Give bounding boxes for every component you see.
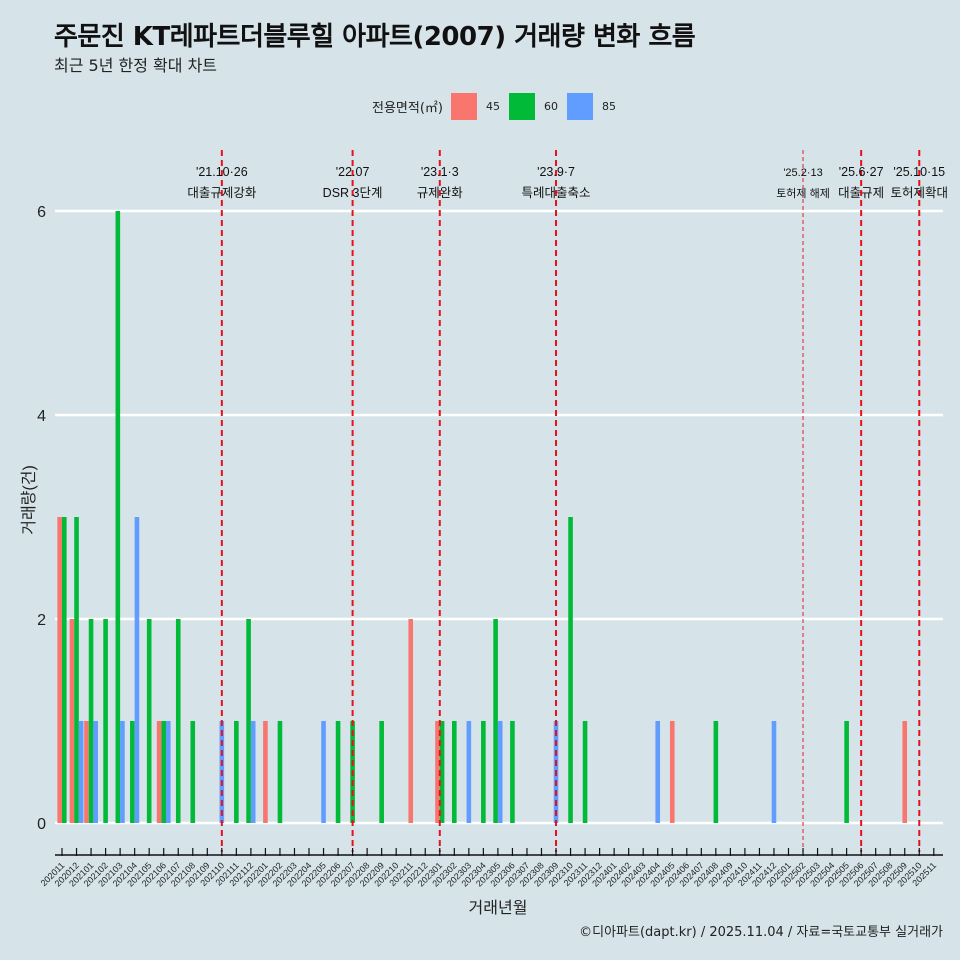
- legend-key-45: [450, 93, 477, 120]
- bar-60-202108: [190, 721, 196, 823]
- bar-45-202301: [435, 721, 440, 823]
- bar-85-202104: [134, 517, 140, 823]
- event-date: '23.9·7: [537, 165, 575, 179]
- bar-60-202311: [582, 721, 588, 823]
- bar-85-202101: [93, 721, 98, 823]
- event-label: 특례대출축소: [522, 186, 591, 200]
- bar-60-202111: [234, 721, 239, 823]
- bar-60-202304: [481, 721, 486, 823]
- event-date: '23.1·3: [421, 165, 459, 179]
- event-label: 대출규제: [838, 186, 884, 200]
- bar-60-202408: [713, 721, 719, 823]
- bar-60-202310: [568, 517, 573, 823]
- y-tick-label: 0: [37, 816, 46, 833]
- y-tick-label: 2: [37, 612, 46, 629]
- event-label: 대출규제강화: [187, 186, 257, 200]
- event-date: '25.10·15: [893, 165, 945, 179]
- legend-key-85: [566, 93, 593, 120]
- event-label: DSR 3단계: [323, 186, 383, 200]
- bar-60-202305: [493, 619, 498, 823]
- bar-60-202104: [130, 721, 135, 823]
- bar-60-202306: [510, 721, 515, 823]
- bar-60-202301: [439, 721, 445, 823]
- bar-85-202106: [166, 721, 171, 823]
- legend-label-45: 45: [485, 100, 500, 113]
- x-axis-title: 거래년월: [469, 899, 528, 917]
- bar-85-202303: [466, 721, 472, 823]
- legend: 전용면적(㎡) 45 60 85: [372, 93, 625, 120]
- bar-45-202101: [84, 721, 89, 823]
- event-date: '25.6·27: [839, 165, 884, 179]
- chart-title: 주문진 KT레파트더블루힐 아파트(2007) 거래량 변화 흐름: [54, 22, 696, 52]
- chart-subtitle: 최근 5년 한정 확대 차트: [54, 56, 218, 75]
- bar-60-202103: [115, 211, 121, 823]
- bar-85-202112: [250, 721, 256, 823]
- bar-60-202505: [844, 721, 849, 823]
- bar-60-202202: [277, 721, 283, 823]
- bar-45-202405: [669, 721, 675, 823]
- bar-60-202106: [161, 721, 167, 823]
- bar-85-202012: [78, 721, 84, 823]
- bar-60-202112: [246, 619, 251, 823]
- bar-60-202102: [103, 619, 108, 823]
- bar-60-202206: [335, 721, 341, 823]
- caption: ©디아파트(dapt.kr) / 2025.11.04 / 자료=국토교통부 실…: [579, 925, 943, 940]
- bar-45-202211: [408, 619, 414, 823]
- bar-60-202107: [175, 619, 181, 823]
- bar-60-202105: [146, 619, 152, 823]
- event-label: 토허제확대: [891, 186, 949, 200]
- bar-85-202103: [120, 721, 125, 823]
- bar-45-202012: [69, 619, 75, 823]
- bar-85-202305: [497, 721, 503, 823]
- y-tick-label: 6: [37, 204, 46, 221]
- event-date: '21.10·26: [196, 165, 248, 179]
- bar-60-202101: [88, 619, 94, 823]
- event-label: 토허제 해제: [776, 186, 830, 200]
- bar-45-202011: [57, 517, 62, 823]
- event-date: '25.2·13: [783, 167, 822, 179]
- y-tick-label: 4: [37, 408, 46, 425]
- legend-label-85: 85: [601, 100, 616, 113]
- bar-85-202404: [655, 721, 661, 823]
- y-axis-title: 거래량(건): [20, 465, 38, 535]
- bar-60-202302: [452, 721, 457, 823]
- bar-85-202205: [321, 721, 326, 823]
- bar-60-202012: [74, 517, 79, 823]
- event-date: '22.07: [336, 165, 370, 179]
- bar-60-202011: [62, 517, 67, 823]
- legend-key-60: [508, 93, 535, 120]
- bar-85-202412: [771, 721, 777, 823]
- legend-label-60: 60: [543, 100, 558, 113]
- bar-45-202201: [263, 721, 268, 823]
- bar-45-202106: [156, 721, 162, 823]
- legend-title: 전용면적(㎡): [372, 101, 443, 116]
- bar-45-202509: [902, 721, 908, 823]
- bar-60-202209: [379, 721, 384, 823]
- event-label: 규제완화: [417, 186, 464, 200]
